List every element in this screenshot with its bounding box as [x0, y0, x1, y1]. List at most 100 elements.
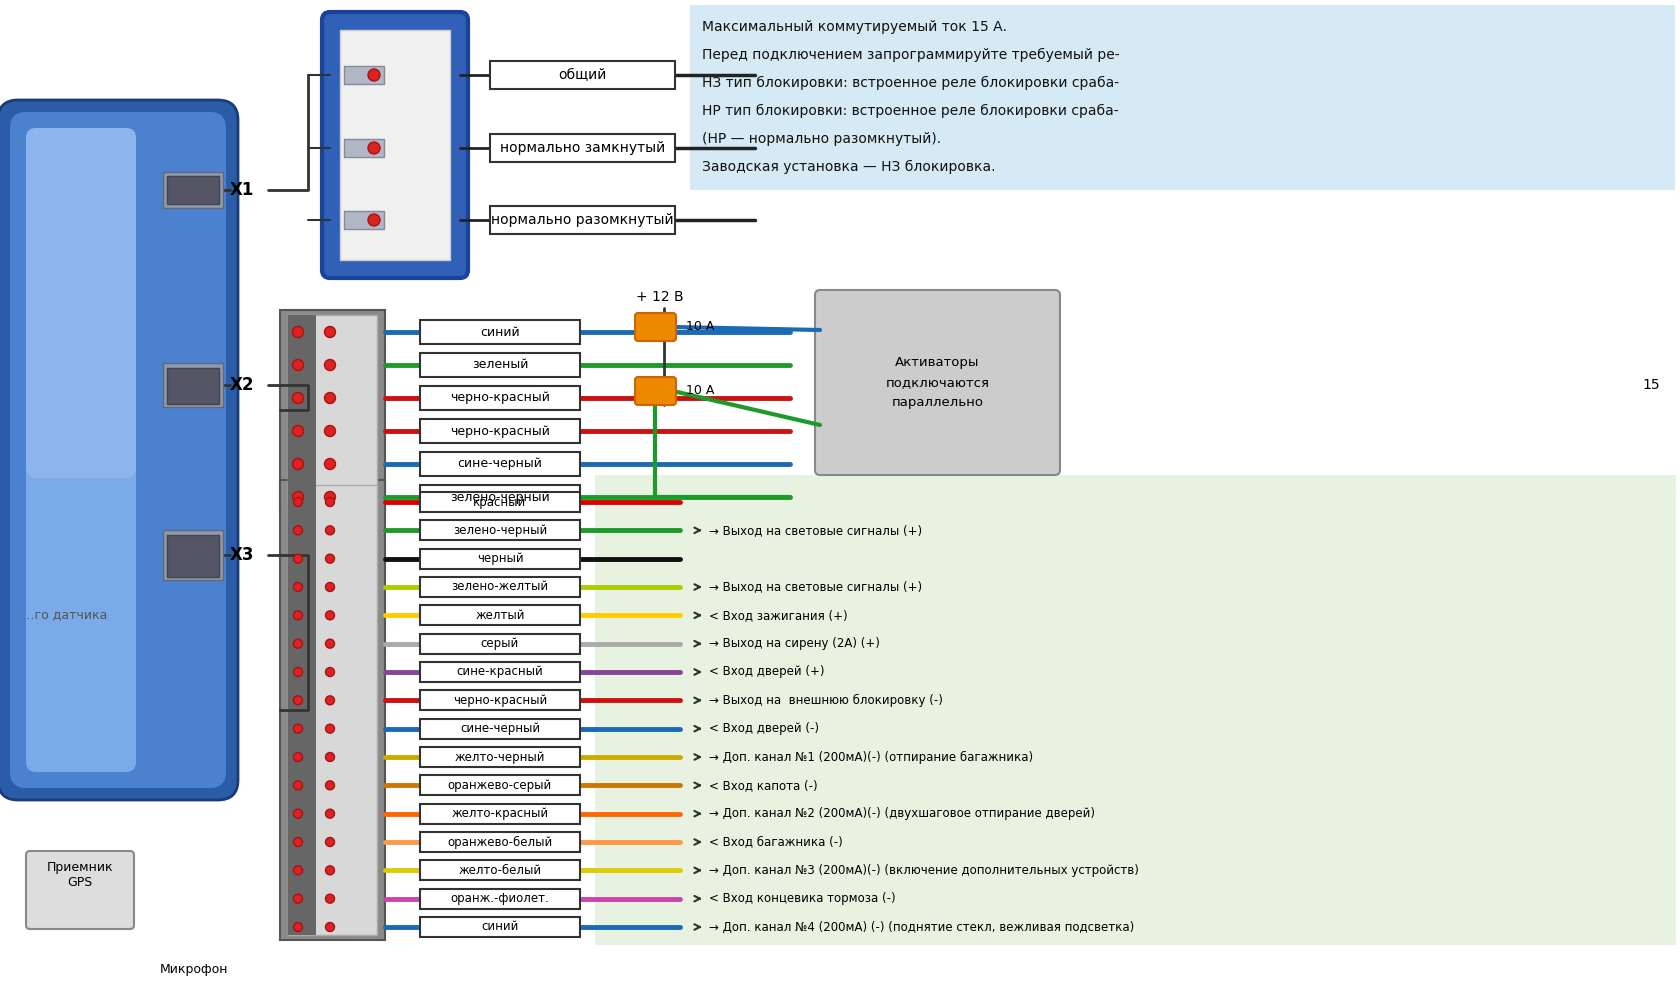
Circle shape	[294, 611, 302, 620]
Text: < Вход багажника (-): < Вход багажника (-)	[709, 836, 842, 848]
Text: X2: X2	[230, 376, 254, 394]
FancyBboxPatch shape	[25, 128, 136, 772]
Bar	[166, 176, 218, 204]
Text: → Доп. канал №1 (200мА)(-) (отпирание багажника): → Доп. канал №1 (200мА)(-) (отпирание ба…	[709, 750, 1033, 764]
Circle shape	[326, 809, 334, 818]
Text: НЗ тип блокировки: встроенное реле блокировки сраба-: НЗ тип блокировки: встроенное реле блоки…	[702, 76, 1119, 91]
Circle shape	[324, 426, 336, 437]
Text: …го датчика: …го датчика	[22, 609, 108, 622]
Text: < Вход концевика тормоза (-): < Вход концевика тормоза (-)	[709, 892, 895, 905]
Circle shape	[326, 498, 334, 506]
Bar	[420, 485, 580, 509]
FancyBboxPatch shape	[25, 851, 134, 929]
Bar	[420, 548, 580, 568]
Bar	[344, 139, 383, 157]
Text: → Выход на сирену (2А) (+): → Выход на сирену (2А) (+)	[709, 637, 879, 650]
Text: желто-белый: желто-белый	[459, 864, 541, 877]
Circle shape	[294, 639, 302, 648]
Bar	[489, 134, 675, 162]
Circle shape	[294, 781, 302, 790]
Text: X1: X1	[230, 181, 254, 199]
Bar	[489, 206, 675, 234]
Bar	[420, 747, 580, 767]
Circle shape	[292, 392, 304, 403]
Circle shape	[294, 526, 302, 535]
Bar	[166, 535, 218, 577]
Bar	[163, 530, 223, 580]
Bar	[420, 452, 580, 476]
Text: зелено-черный: зелено-черный	[452, 524, 546, 537]
Text: оранжево-белый: оранжево-белый	[447, 835, 553, 848]
Bar	[420, 690, 580, 710]
Text: < Вход дверей (+): < Вход дверей (+)	[709, 666, 823, 678]
Bar	[420, 634, 580, 654]
Bar	[344, 211, 383, 229]
Circle shape	[326, 526, 334, 535]
Bar	[420, 353, 580, 377]
Bar	[420, 804, 580, 824]
Text: + 12 В: + 12 В	[635, 290, 684, 304]
FancyBboxPatch shape	[635, 377, 675, 405]
Circle shape	[294, 809, 302, 818]
Text: серый: серый	[480, 637, 519, 650]
Circle shape	[326, 554, 334, 563]
Circle shape	[292, 492, 304, 503]
Bar	[281, 310, 385, 510]
FancyBboxPatch shape	[10, 112, 225, 788]
Circle shape	[326, 894, 334, 903]
Circle shape	[326, 838, 334, 846]
Bar	[420, 888, 580, 908]
Circle shape	[326, 582, 334, 592]
Text: Микрофон: Микрофон	[160, 964, 228, 977]
Bar	[287, 315, 376, 505]
Text: желтый: желтый	[475, 609, 524, 622]
FancyBboxPatch shape	[0, 100, 239, 800]
Text: < Вход капота (-): < Вход капота (-)	[709, 779, 816, 792]
Bar	[420, 606, 580, 626]
Bar	[595, 475, 1675, 945]
Circle shape	[294, 554, 302, 563]
Text: синий: синий	[480, 326, 519, 338]
Circle shape	[294, 498, 302, 506]
Text: сине-черный: сине-черный	[460, 722, 539, 735]
Text: (НР — нормально разомкнутый).: (НР — нормально разомкнутый).	[702, 132, 941, 146]
Circle shape	[326, 611, 334, 620]
Circle shape	[292, 459, 304, 470]
Circle shape	[294, 582, 302, 592]
Text: желто-красный: желто-красный	[452, 807, 548, 820]
Circle shape	[368, 69, 380, 81]
Text: нормально разомкнутый: нормально разомкнутый	[491, 213, 674, 227]
Bar	[420, 386, 580, 410]
Bar	[420, 776, 580, 796]
Bar	[287, 315, 316, 505]
Circle shape	[292, 426, 304, 437]
Circle shape	[294, 838, 302, 846]
Bar	[163, 363, 223, 407]
Text: общий: общий	[558, 68, 606, 82]
Bar	[281, 480, 385, 940]
Text: синий: синий	[480, 920, 519, 934]
Text: Заводская установка — НЗ блокировка.: Заводская установка — НЗ блокировка.	[702, 160, 995, 174]
Text: → Выход на световые сигналы (+): → Выход на световые сигналы (+)	[709, 580, 922, 594]
Text: 15: 15	[1641, 378, 1660, 392]
Circle shape	[326, 724, 334, 733]
Circle shape	[294, 923, 302, 932]
Bar	[420, 917, 580, 937]
Text: оранж.-фиолет.: оранж.-фиолет.	[450, 892, 549, 905]
Bar	[420, 860, 580, 880]
Bar	[163, 172, 223, 208]
Circle shape	[324, 327, 336, 337]
Circle shape	[324, 392, 336, 403]
Bar	[339, 30, 450, 260]
Bar	[166, 368, 218, 404]
Text: сине-красный: сине-красный	[457, 666, 543, 678]
Circle shape	[324, 492, 336, 503]
Text: < Вход зажигания (+): < Вход зажигания (+)	[709, 609, 847, 622]
Text: сине-черный: сине-черный	[457, 458, 543, 471]
Circle shape	[326, 639, 334, 648]
Bar	[489, 61, 675, 89]
Text: черно-красный: черно-красный	[450, 391, 549, 404]
Bar	[420, 320, 580, 344]
Text: < Вход дверей (-): < Вход дверей (-)	[709, 722, 818, 735]
Bar	[420, 662, 580, 682]
